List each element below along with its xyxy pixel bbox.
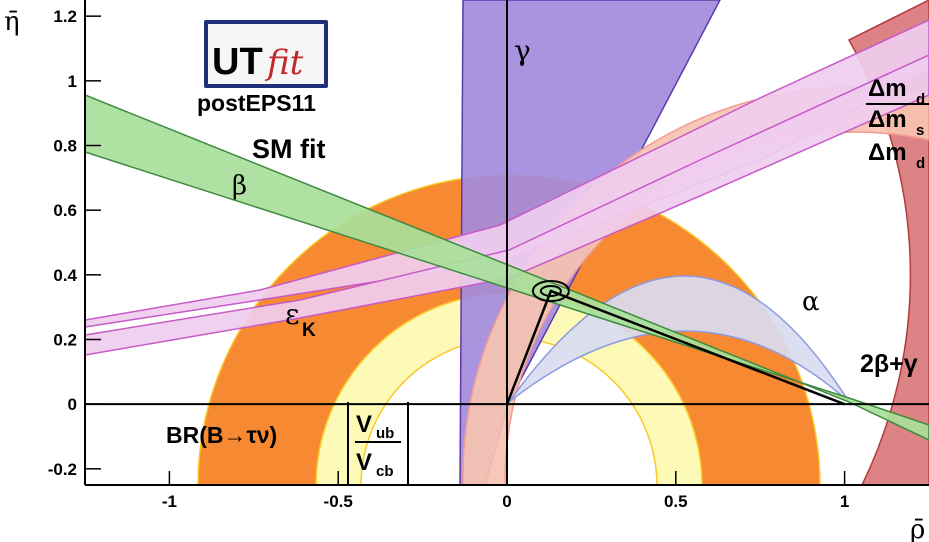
dmd-ratio-den: Δm xyxy=(868,106,907,133)
dmd-ratio-den-sub: s xyxy=(916,122,924,139)
beta-label: β xyxy=(232,171,247,201)
x-tick-label: -1 xyxy=(162,492,177,511)
vub-vcb-label: V ub V cb xyxy=(347,402,409,484)
logo-ut: UT xyxy=(212,41,263,83)
apex-contours xyxy=(531,280,570,302)
br-tau-nu-label: BR(B→τν) xyxy=(166,422,277,448)
dmd-ratio-num: Δm xyxy=(868,75,907,102)
dmd-label: Δm xyxy=(868,139,907,166)
utfit-logo: UT fit postEPS11 xyxy=(197,20,328,116)
x-tick-label: 0.5 xyxy=(664,492,688,511)
y-tick-label: 0.2 xyxy=(53,331,77,350)
y-tick-label: 0.8 xyxy=(53,137,77,156)
alpha-label: α xyxy=(802,287,820,317)
x-axis-label: ρ̄ xyxy=(910,515,925,542)
apex-contour-outer xyxy=(531,280,570,302)
x-tick-label: -0.5 xyxy=(324,492,353,511)
unitarity-triangle xyxy=(505,289,846,406)
dmd-sub: d xyxy=(916,155,925,172)
gamma-label: γ xyxy=(514,34,531,67)
apex-contour-inner xyxy=(539,285,562,297)
vcb-sub: cb xyxy=(376,463,394,480)
logo-tag: postEPS11 xyxy=(197,90,316,116)
y-axis-label: η̄ xyxy=(4,7,20,37)
vub-sub: ub xyxy=(376,425,394,442)
dmd-ratio-num-sub: d xyxy=(916,91,925,108)
y-tick-label: 0 xyxy=(68,395,77,414)
y-tick-label: -0.2 xyxy=(48,460,77,479)
x-tick-label: 1 xyxy=(840,492,849,511)
x-tick-label: 0 xyxy=(502,492,511,511)
vub-label: V xyxy=(356,411,372,438)
y-tick-label: 1.2 xyxy=(53,7,77,26)
epsilon-k-sub: K xyxy=(302,320,316,341)
y-tick-label: 1 xyxy=(68,72,77,91)
y-tick-label: 0.4 xyxy=(53,266,77,285)
vcb-label: V xyxy=(356,449,372,476)
y-tick-label: 0.6 xyxy=(53,201,77,220)
axes: -1 -0.5 0 0.5 1 -0.2 0 0.2 0.4 0.6 0.8 1 1.2 xyxy=(48,0,929,511)
sm-fit-label: SM fit xyxy=(252,134,326,164)
two-beta-gamma-label: 2β+γ xyxy=(860,350,918,378)
dmd-ratio-label: Δm d Δm s Δm d xyxy=(866,75,929,172)
logo-fit: fit xyxy=(264,43,304,83)
epsilon-k-band-lower xyxy=(85,54,929,356)
epsilon-k-label: ε xyxy=(285,298,300,331)
